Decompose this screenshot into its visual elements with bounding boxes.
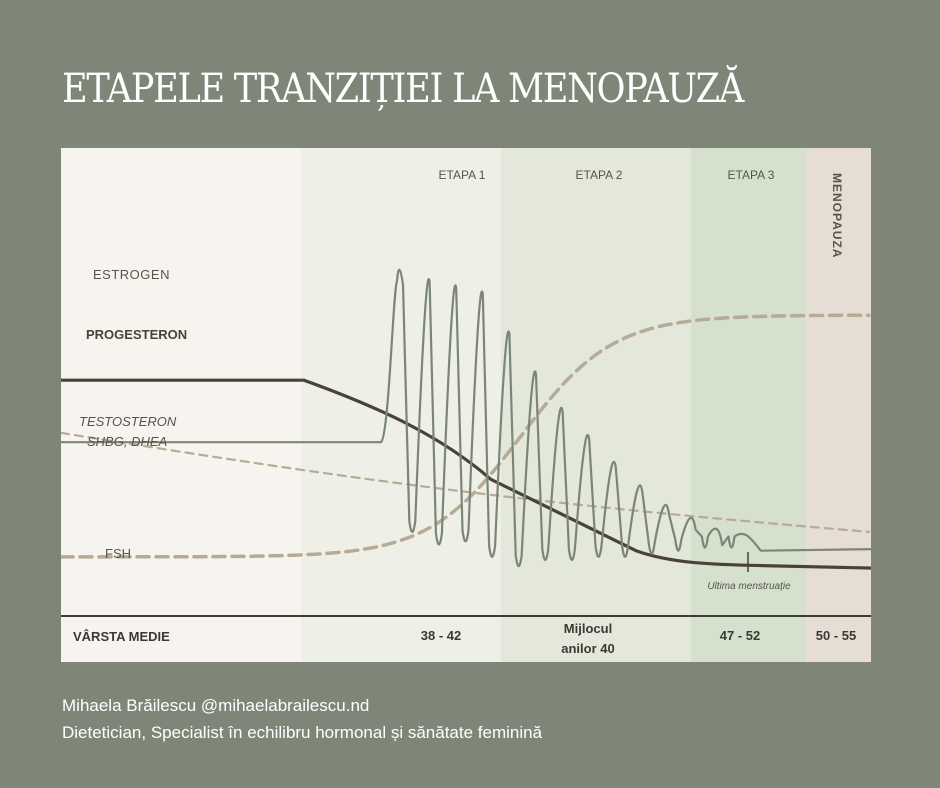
stage-label-etapa-2: ETAPA 2 [576,168,623,182]
age-label-etapa-2-line1: Mijlocul [564,621,612,636]
fsh-curve [61,313,871,559]
age-label-etapa-2-line2: anilor 40 [561,641,614,656]
series-label-progesteron: PROGESTERON [86,327,187,342]
band-pre [61,148,301,662]
age-label-etapa-3: 47 - 52 [720,628,760,643]
age-label-menopauza: 50 - 55 [816,628,856,643]
hormone-curves [61,268,871,570]
last-menstruation-annotation: Ultima menstruație [707,581,791,592]
progesteron-curve [61,378,871,570]
series-label-testosteron-line2: SHBG, DHEA [87,434,167,449]
stage-label-etapa-3: ETAPA 3 [728,168,775,182]
hormone-chart: VÂRSTA MEDIE ETAPA 1 ETAPA 2 ETAPA 3 MEN… [61,148,871,662]
age-label-etapa-1: 38 - 42 [421,628,461,643]
footer-credentials: Dietetician, Specialist în echilibru hor… [62,723,543,742]
stage-label-etapa-1: ETAPA 1 [439,168,486,182]
band-menopauza [806,148,871,662]
band-etapa-1 [301,148,501,662]
stage-bands [61,148,871,662]
band-etapa-2 [501,148,691,662]
footer-author: Mihaela Brăilescu @mihaelabrailescu.nd [62,696,370,715]
page-title: ETAPELE TRANZIȚIEI LA MENOPAUZĂ [62,66,744,112]
estrogen-curve [61,268,871,568]
testosteron-curve [61,431,871,533]
x-axis-label: VÂRSTA MEDIE [73,629,170,644]
band-etapa-3 [691,148,806,662]
series-label-estrogen: ESTROGEN [93,267,170,282]
series-label-testosteron-line1: TESTOSTERON [79,414,177,429]
footer: Mihaela Brăilescu @mihaelabrailescu.nd D… [62,692,542,746]
series-label-fsh: FSH [105,546,131,561]
stage-label-menopauza: MENOPAUZA [830,173,844,258]
